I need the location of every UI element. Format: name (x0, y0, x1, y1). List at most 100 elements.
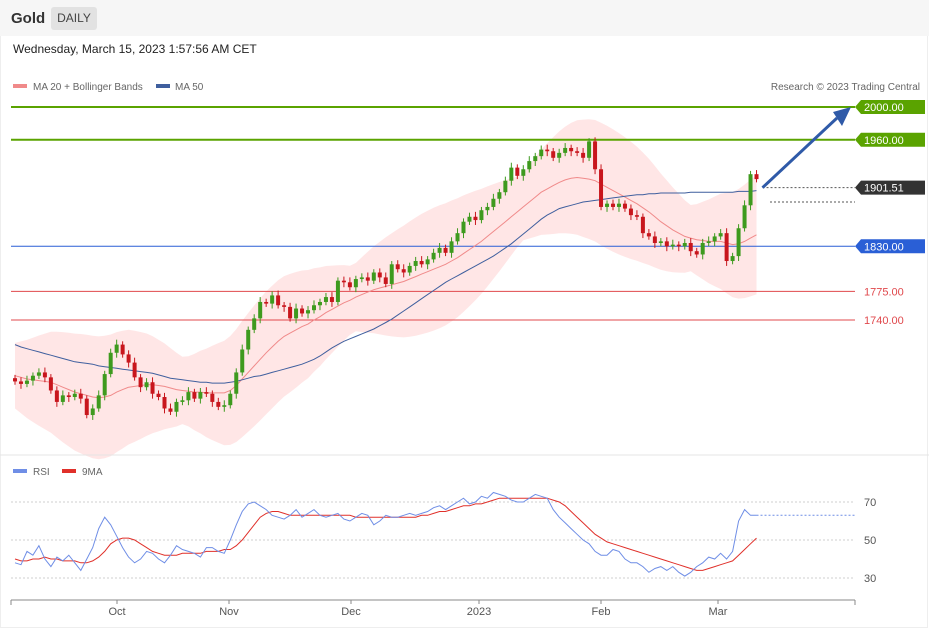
candle-body (700, 242, 705, 255)
candle-body (718, 233, 723, 237)
candle-body (276, 295, 281, 306)
x-tick-label: 2023 (467, 606, 491, 618)
candle-body (60, 395, 65, 402)
candle-body (724, 233, 729, 262)
candle-body (144, 382, 149, 388)
level-tag-1960.00 (855, 132, 925, 147)
header-bar (0, 0, 929, 36)
candle-body (210, 393, 215, 402)
candle-body (222, 405, 227, 407)
candle-body (329, 297, 334, 302)
candle-body (587, 141, 592, 158)
candle-body (742, 205, 747, 229)
x-tick-label: Mar (709, 606, 728, 618)
candle-body (353, 279, 358, 288)
candle-body (455, 233, 460, 242)
candle-body (383, 277, 388, 284)
candle-body (676, 244, 681, 247)
level-label-1830.00: 1830.00 (864, 241, 904, 253)
candle-body (306, 310, 311, 314)
candle-body (168, 408, 173, 412)
chart-frame (0, 36, 928, 628)
candle-body (30, 375, 35, 381)
candle-body (748, 174, 753, 206)
x-tick-label: Oct (108, 606, 125, 618)
candle-body (18, 381, 23, 384)
ma50-legend-swatch (156, 84, 170, 88)
rsi-legend-swatch (13, 469, 27, 473)
candle-body (634, 215, 639, 217)
candle-body (162, 397, 167, 409)
candle-body (317, 301, 322, 306)
candle-body (24, 380, 29, 384)
rsi-tick-30: 30 (864, 573, 876, 585)
candle-body (13, 378, 17, 382)
candle-body (323, 297, 328, 302)
candle-body (114, 344, 119, 353)
level-label-1740.00: 1740.00 (864, 315, 904, 327)
level-tag-1901.51 (855, 180, 925, 195)
candle-body (437, 247, 442, 253)
rsi-panel: 70 50 30 (11, 491, 876, 585)
candle-body (419, 261, 424, 265)
candle-body (108, 352, 113, 375)
candle-body (658, 241, 663, 243)
level-tag-2000.00 (855, 100, 925, 114)
candle-body (389, 264, 394, 284)
candle-body (48, 377, 53, 391)
candle-body (407, 265, 412, 273)
candle-body (473, 216, 478, 221)
candle-body (736, 228, 741, 257)
bollinger-band (15, 119, 757, 460)
candle-body (754, 174, 759, 180)
candle-body (78, 393, 83, 399)
candle-body (42, 372, 47, 378)
candle-body (120, 344, 125, 355)
candle-body (628, 208, 633, 216)
candle-body (54, 390, 59, 402)
candle-body (252, 318, 257, 330)
candle-body (730, 256, 735, 262)
candle-body (503, 180, 508, 193)
ma20-legend-swatch (13, 84, 27, 88)
price-panel: 2000.00 1960.00 1901.51 1830.00 1775.00 1740.… (11, 100, 925, 460)
candle-body (90, 408, 95, 416)
candle-body (611, 203, 615, 207)
candle-body (288, 306, 293, 319)
rsi-tick-50: 50 (864, 535, 876, 547)
candle-body (102, 374, 107, 396)
candle-body (509, 167, 514, 181)
rsi-legend-label: RSI (33, 467, 50, 478)
timeframe-button[interactable]: DAILY (51, 7, 97, 30)
candle-body (341, 280, 346, 283)
candle-body (335, 280, 340, 302)
candle-body (395, 264, 400, 270)
candle-body (180, 400, 185, 402)
candle-body (581, 152, 586, 158)
candle-body (712, 236, 717, 242)
candle-body (228, 393, 233, 406)
candle-body (593, 141, 598, 170)
candle-body (174, 401, 179, 412)
candle-body (622, 203, 627, 209)
candle-body (497, 192, 502, 199)
candle-body (533, 156, 538, 162)
candle-body (599, 169, 604, 207)
credit-text: Research © 2023 Trading Central (771, 82, 920, 93)
candle-body (264, 301, 269, 304)
candle-body (156, 393, 161, 398)
candle-body (479, 210, 484, 221)
chart-datetime: Wednesday, March 15, 2023 1:57:56 AM CET (13, 42, 257, 56)
candle-body (240, 349, 245, 373)
candle-body (96, 395, 101, 409)
candle-body (204, 392, 209, 394)
candle-body (670, 244, 675, 247)
forecast-arrow-head (833, 107, 851, 126)
rsi-ma-legend-swatch (62, 469, 76, 473)
candle-body (682, 242, 687, 247)
candle-body (652, 236, 657, 243)
candle-body (246, 329, 251, 350)
candle-body (431, 252, 436, 260)
rsi-ma-line (14, 497, 757, 571)
candle-body (575, 151, 580, 153)
